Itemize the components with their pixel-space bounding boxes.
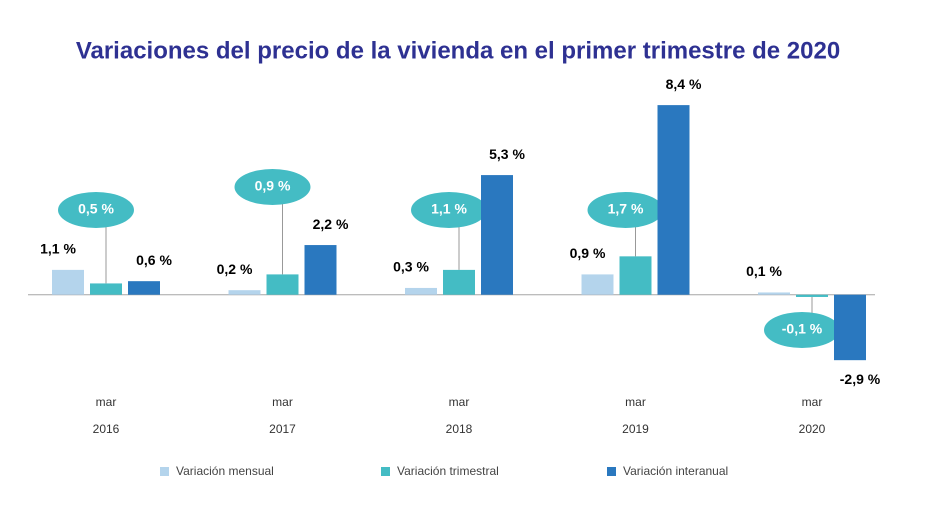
bar [304,245,337,295]
value-label: 0,3 % [393,259,429,275]
value-label: 0,1 % [746,263,782,279]
label-bubble [58,192,134,228]
x-tick-label: mar [449,395,470,409]
x-tick-label: mar [96,395,117,409]
value-label: 0,6 % [136,252,172,268]
label-bubble [411,192,487,228]
x-tick-label: 2018 [446,422,473,436]
value-label: 0,9 % [570,245,606,261]
x-tick-label: mar [802,395,823,409]
x-tick-label: 2020 [799,422,826,436]
bar [443,269,475,295]
value-label: 1,7 % [608,201,644,217]
bar [228,290,261,295]
value-label: 0,2 % [217,261,253,277]
value-label: 5,3 % [489,146,525,162]
bar [90,283,122,295]
legend-label: Variación mensual [176,464,274,478]
x-tick-label: 2019 [622,422,649,436]
value-label: 2,2 % [313,216,349,232]
bar [657,105,690,295]
x-tick-label: 2016 [93,422,120,436]
bar [619,256,652,295]
legend-label: Variación trimestral [397,464,499,478]
legend-swatch [160,467,169,476]
value-label: -2,9 % [840,371,881,387]
chart-title: Variaciones del precio de la vivienda en… [76,37,840,64]
bar [405,287,437,295]
label-bubble [764,312,840,348]
label-bubble [234,169,311,205]
x-tick-label: mar [625,395,646,409]
bar [481,175,513,295]
value-label: 8,4 % [666,76,702,92]
x-tick-label: 2017 [269,422,296,436]
legend-swatch [381,467,390,476]
bar [581,274,614,295]
value-label: -0,1 % [782,321,823,337]
x-tick-label: mar [272,395,293,409]
label-bubble [587,192,664,228]
legend-swatch [607,467,616,476]
bar [266,274,299,295]
value-label: 0,9 % [255,178,291,194]
bar [128,281,160,295]
bar [758,292,790,295]
bar [52,269,84,295]
bar [796,294,828,297]
value-label: 1,1 % [40,241,76,257]
bar [834,294,866,361]
legend-label: Variación interanual [623,464,728,478]
value-label: 1,1 % [431,201,467,217]
value-label: 0,5 % [78,201,114,217]
